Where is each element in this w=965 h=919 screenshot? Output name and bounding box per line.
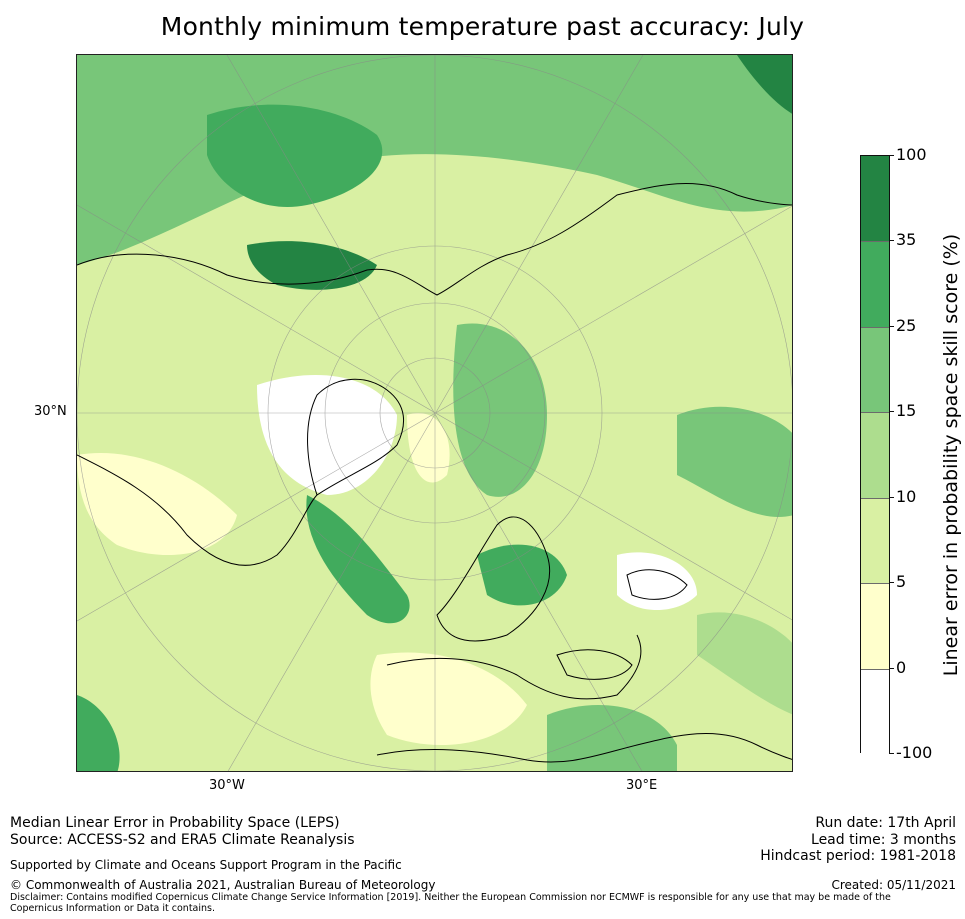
support-text: Supported by Climate and Oceans Support … — [10, 858, 402, 872]
coast-scandinavia — [436, 516, 551, 642]
skill-regions — [77, 55, 792, 771]
colorbar-tick-label: 0 — [896, 657, 907, 677]
source-text: Source: ACCESS-S2 and ERA5 Climate Reana… — [10, 832, 355, 848]
region-arctic-center — [453, 323, 547, 497]
coast-greenland — [307, 378, 405, 496]
colorbar-tick — [889, 496, 894, 498]
colorbar-segment — [861, 583, 889, 669]
polar-map — [76, 54, 793, 772]
region-scandinavia-high — [477, 544, 567, 606]
colorbar-segment — [861, 156, 889, 242]
lon-label-30e: 30°E — [626, 778, 658, 793]
region-pacific-high — [207, 104, 383, 207]
run-date-text: Run date: 17th April — [815, 815, 956, 831]
colorbar-tick — [889, 240, 894, 242]
region-atlantic-high — [306, 495, 410, 624]
coast-europe — [386, 634, 642, 700]
colorbar-tick-label: 35 — [896, 230, 917, 250]
colorbar-tick-label: 5 — [896, 572, 907, 592]
map-svg — [77, 55, 792, 771]
region-mediterranean-low — [370, 652, 527, 745]
colorbar-tick-label: -100 — [896, 743, 933, 762]
region-siberia-mid — [677, 406, 792, 517]
coast-africa — [376, 732, 792, 763]
coast-canada — [77, 454, 318, 566]
lead-time-text: Lead time: 3 months — [811, 832, 956, 848]
region-bering-high — [247, 241, 377, 290]
region-sw-high — [77, 695, 120, 771]
hindcast-text: Hindcast period: 1981-2018 — [760, 848, 956, 864]
region-asia-mid — [697, 612, 792, 715]
copyright-text: © Commonwealth of Australia 2021, Austra… — [10, 878, 436, 892]
created-text: Created: 05/11/2021 — [831, 878, 956, 892]
colorbar-segment — [861, 326, 889, 413]
coast-black-sea — [556, 649, 633, 680]
colorbar-segment — [861, 668, 889, 754]
colorbar-tick-label: 25 — [896, 315, 917, 335]
coastlines — [77, 182, 792, 763]
colorbar-segment — [861, 412, 889, 498]
region-caspian-none — [617, 552, 697, 610]
region-corner-high — [737, 55, 792, 114]
colorbar-segment — [861, 497, 889, 584]
colorbar-tick-label: 100 — [896, 145, 927, 164]
chart-title: Monthly minimum temperature past accurac… — [160, 12, 805, 41]
colorbar-tick — [889, 411, 894, 413]
disclaimer-text: Disclaimer: Contains modified Copernicus… — [10, 892, 891, 914]
coast-caspian — [626, 569, 688, 600]
colorbar-tick — [889, 753, 894, 754]
colorbar-tick — [889, 325, 894, 327]
colorbar-segment — [861, 241, 889, 327]
colorbar-title: Linear error in probability space skill … — [940, 233, 962, 677]
colorbar — [860, 155, 890, 754]
colorbar-tick-label: 15 — [896, 401, 917, 421]
method-text: Median Linear Error in Probability Space… — [10, 815, 340, 831]
colorbar-tick — [889, 667, 894, 669]
colorbar-tick — [889, 155, 894, 156]
lon-label-30w: 30°W — [209, 778, 245, 793]
coast-eurasia-north — [77, 182, 792, 296]
graticule — [77, 55, 792, 771]
region-africa-mid — [547, 705, 677, 771]
colorbar-tick-label: 10 — [896, 486, 917, 506]
lat-label-30n: 30°N — [34, 404, 67, 419]
colorbar-tick — [889, 582, 894, 584]
